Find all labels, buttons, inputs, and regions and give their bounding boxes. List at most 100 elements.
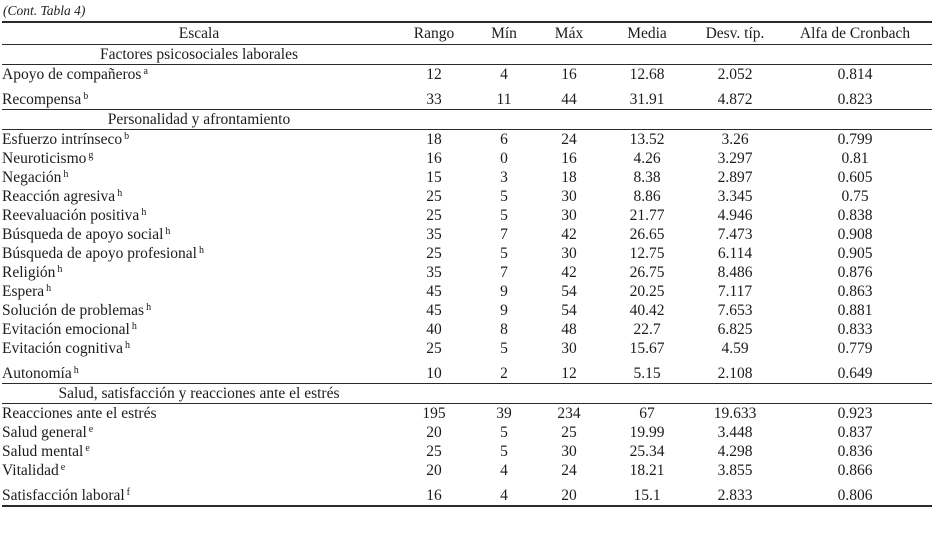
table-row: Solución de problemas h 45 9 54 40.42 7.653 0.8… <box>2 301 932 320</box>
stat-value: 12.68 <box>629 65 665 83</box>
stat-value: 25 <box>426 187 442 205</box>
stat-value: 15 <box>426 168 442 186</box>
stat-value: 25.34 <box>629 442 665 460</box>
stat-value: 7 <box>500 225 508 243</box>
stat-value: 0.881 <box>837 301 873 319</box>
scale-label: Recompensa <box>2 90 82 108</box>
scale-label: Autonomía <box>2 364 72 382</box>
stat-value: 9 <box>500 282 508 300</box>
scale-label: Religión <box>2 263 56 281</box>
stat-value: 4.872 <box>717 90 753 108</box>
stat-value: 8.38 <box>633 168 661 186</box>
section-title: Salud, satisfacción y reacciones ante el… <box>58 384 340 402</box>
column-header: Desv. típ. <box>692 21 778 45</box>
footnote-marker: h <box>117 187 123 199</box>
stat-value: 39 <box>496 404 512 422</box>
footnote-marker: e <box>85 442 90 454</box>
scale-label: Esfuerzo intrínseco <box>2 130 123 148</box>
stat-value: 54 <box>561 301 577 319</box>
stat-value: 20.25 <box>629 282 665 300</box>
stat-value: 234 <box>557 404 581 422</box>
stat-value: 0.814 <box>837 65 873 83</box>
stat-value: 35 <box>426 263 442 281</box>
stat-value: 5 <box>500 442 508 460</box>
stat-value: 11 <box>496 90 512 108</box>
footnote-marker: h <box>46 282 52 294</box>
stat-value: 20 <box>426 461 442 479</box>
scale-label-cell: Salud general e <box>2 423 396 442</box>
scale-label-cell: Autonomía h <box>2 358 396 384</box>
table-row: Recompensa b 33 11 44 31.91 4.872 0.823 <box>2 84 932 110</box>
table-row: Espera h 45 9 54 20.25 7.117 0.863 <box>2 282 932 301</box>
stat-value: 67 <box>639 404 655 422</box>
stat-value: 31.91 <box>629 90 665 108</box>
scale-label: Evitación emocional <box>2 320 130 338</box>
footnote-marker: h <box>124 339 130 351</box>
stat-value: 0 <box>500 149 508 167</box>
stat-value: 5 <box>500 339 508 357</box>
stat-value: 45 <box>426 282 442 300</box>
table-row: Búsqueda de apoyo profesional h 25 5 30 12.75… <box>2 244 932 263</box>
stat-value: 3.297 <box>717 149 753 167</box>
stat-value: 7 <box>500 263 508 281</box>
footnote-marker: b <box>83 90 89 102</box>
footnote-marker: g <box>88 149 94 161</box>
stat-value: 30 <box>561 187 577 205</box>
footnote-marker: h <box>63 168 69 180</box>
table-row: Búsqueda de apoyo social h 35 7 42 26.65 7.473… <box>2 225 932 244</box>
stat-value: 0.876 <box>837 263 873 281</box>
column-header: Rango <box>396 21 472 45</box>
column-header: Media <box>602 21 692 45</box>
stat-value: 12 <box>426 65 442 83</box>
footnote-marker: f <box>126 486 131 498</box>
stat-value: 18 <box>426 130 442 148</box>
stat-value: 0.836 <box>837 442 873 460</box>
stat-value: 6.114 <box>717 244 753 262</box>
stat-value: 2.108 <box>717 364 753 382</box>
footnote-marker: h <box>199 244 204 256</box>
stat-value: 18.21 <box>629 461 665 479</box>
column-header: Máx <box>536 21 602 45</box>
stat-value: 8 <box>500 320 508 338</box>
stat-value: 42 <box>561 263 577 281</box>
stat-value: 0.923 <box>837 404 873 422</box>
stat-value: 16 <box>426 149 442 167</box>
footnote-marker: a <box>143 65 148 77</box>
stat-value: 5.15 <box>633 364 661 382</box>
table-row: Negación h 15 3 18 8.38 2.897 0.605 <box>2 168 932 187</box>
stat-value: 4.298 <box>717 442 753 460</box>
scale-label-cell: Evitación emocional h <box>2 320 396 339</box>
stat-value: 54 <box>561 282 577 300</box>
stat-value: 10 <box>426 364 442 382</box>
stat-value: 5 <box>500 206 508 224</box>
stat-value: 4.59 <box>721 339 749 357</box>
scale-label: Evitación cognitiva <box>2 339 123 357</box>
stat-value: 40.42 <box>629 301 665 319</box>
scale-label-cell: Reevaluación positiva h <box>2 206 396 225</box>
stat-value: 7.653 <box>717 301 753 319</box>
stat-value: 42 <box>561 225 577 243</box>
column-header: Escala <box>2 21 396 45</box>
footnote-marker: h <box>165 225 171 237</box>
scale-label-cell: Reacciones ante el estrés <box>2 404 396 424</box>
stat-value: 25 <box>426 206 442 224</box>
stat-value: 18 <box>561 168 577 186</box>
stat-value: 25 <box>561 423 577 441</box>
stat-value: 0.863 <box>837 282 873 300</box>
stat-value: 25 <box>426 442 442 460</box>
stat-value: 2.052 <box>717 65 753 83</box>
stat-value: 12.75 <box>629 244 665 262</box>
scale-label-cell: Apoyo de compañeros a <box>2 65 396 85</box>
scale-label-cell: Esfuerzo intrínseco b <box>2 130 396 150</box>
table-body: Factores psicosociales laborales Apoyo de… <box>2 44 932 507</box>
footnote-marker: h <box>141 206 147 218</box>
section-title: Factores psicosociales laborales <box>100 45 298 63</box>
stat-value: 24 <box>561 461 577 479</box>
continuation-note: (Cont. Tabla 4) <box>3 3 86 18</box>
stat-value: 0.838 <box>837 206 873 224</box>
stat-value: 195 <box>422 404 446 422</box>
stat-value: 0.649 <box>837 364 873 382</box>
table-row: Salud general e 20 5 25 19.99 3.448 0.837 <box>2 423 932 442</box>
stat-value: 6 <box>500 130 508 148</box>
scale-label: Solución de problemas <box>2 301 145 319</box>
